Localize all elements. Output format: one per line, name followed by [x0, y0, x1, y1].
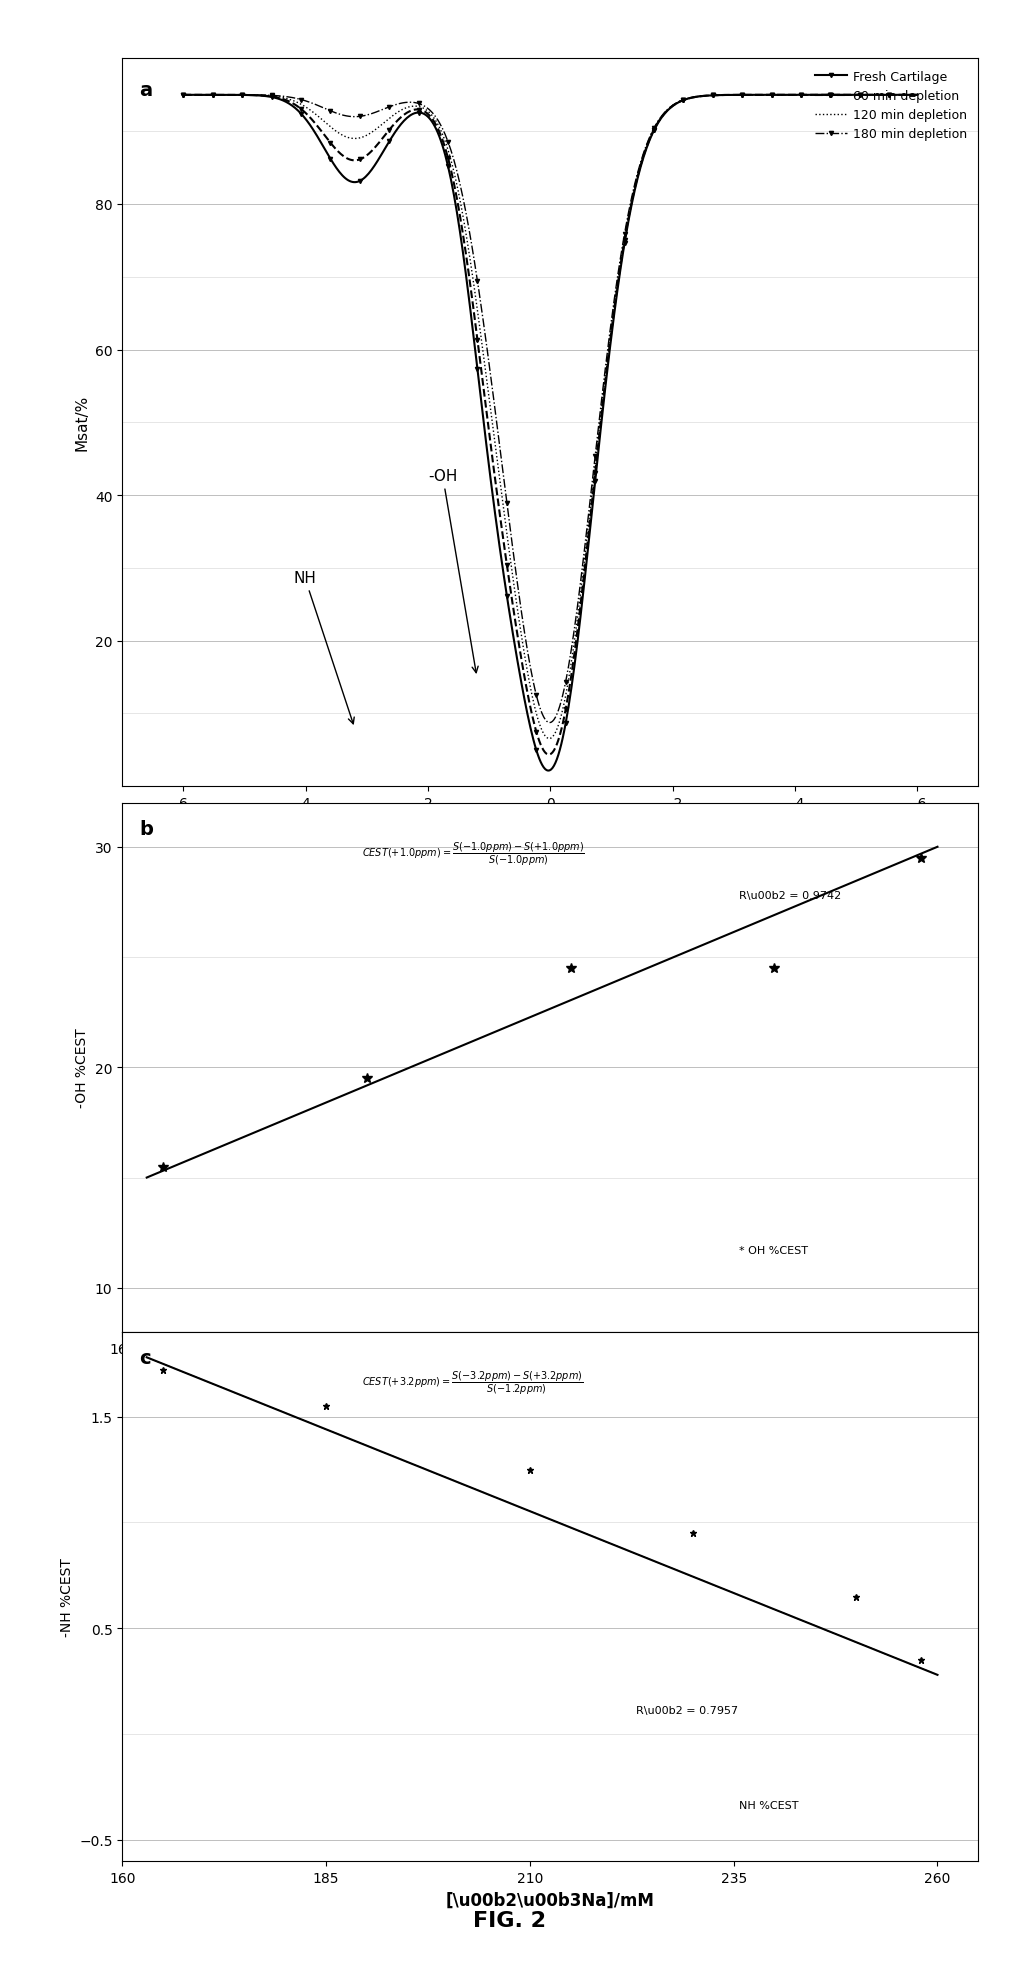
Fresh Cartilage — [895, 83, 907, 107]
Text: a: a — [140, 81, 153, 101]
Fresh Cartilage — [530, 739, 542, 762]
Fresh Cartilage — [781, 83, 793, 107]
60 min depletion — [908, 83, 920, 107]
180 min depletion — [177, 83, 190, 107]
Text: R\u00b2 = 0.7957: R\u00b2 = 0.7957 — [636, 1705, 738, 1715]
Line: 120 min depletion: 120 min depletion — [183, 95, 917, 739]
120 min depletion — [576, 570, 588, 594]
120 min depletion — [177, 83, 190, 107]
180 min depletion — [526, 663, 538, 687]
60 min depletion — [781, 83, 793, 107]
180 min depletion — [781, 83, 793, 107]
Fresh Cartilage — [911, 83, 923, 107]
120 min depletion — [615, 244, 628, 267]
Text: FIG. 2: FIG. 2 — [473, 1911, 546, 1930]
Fresh Cartilage — [615, 251, 628, 275]
Fresh Cartilage — [908, 83, 920, 107]
Text: $CEST(+1.0ppm) = \dfrac{S(-1.0ppm) - S(+1.0ppm)}{S(-1.0ppm)}$: $CEST(+1.0ppm) = \dfrac{S(-1.0ppm) - S(+… — [362, 840, 585, 867]
120 min depletion — [908, 83, 920, 107]
Fresh Cartilage — [177, 83, 190, 107]
X-axis label: Chemical Shift/ppm: Chemical Shift/ppm — [459, 816, 642, 834]
Y-axis label: -OH %CEST: -OH %CEST — [75, 1028, 90, 1107]
60 min depletion — [526, 703, 538, 727]
120 min depletion — [530, 703, 542, 727]
X-axis label: [\u00b2\u00b3Na]/mM: [\u00b2\u00b3Na]/mM — [446, 1891, 654, 1909]
180 min depletion — [911, 83, 923, 107]
180 min depletion — [530, 683, 542, 707]
Text: b: b — [140, 820, 153, 838]
120 min depletion — [781, 83, 793, 107]
Text: R\u00b2 = 0.9742: R\u00b2 = 0.9742 — [739, 891, 841, 901]
60 min depletion — [543, 742, 555, 766]
Line: Fresh Cartilage: Fresh Cartilage — [181, 93, 919, 774]
X-axis label: [\u00b2\u00b3Na]/mM: [\u00b2\u00b3Na]/mM — [446, 1362, 654, 1380]
180 min depletion — [615, 240, 628, 263]
60 min depletion — [177, 83, 190, 107]
180 min depletion — [543, 711, 555, 735]
180 min depletion — [908, 83, 920, 107]
Text: $CEST(+3.2ppm) = \dfrac{S(-3.2ppm) - S(+3.2ppm)}{S(-1.2ppm)}$: $CEST(+3.2ppm) = \dfrac{S(-3.2ppm) - S(+… — [362, 1370, 583, 1396]
60 min depletion — [576, 582, 588, 606]
Fresh Cartilage — [576, 594, 588, 618]
Fresh Cartilage — [526, 723, 538, 746]
120 min depletion — [526, 683, 538, 707]
Text: * OH %CEST: * OH %CEST — [739, 1245, 808, 1255]
Text: c: c — [140, 1348, 151, 1366]
180 min depletion — [576, 560, 588, 584]
Legend: Fresh Cartilage, 60 min depletion, 120 min depletion, 180 min depletion: Fresh Cartilage, 60 min depletion, 120 m… — [810, 65, 972, 147]
Text: -OH: -OH — [428, 469, 478, 673]
Text: NH %CEST: NH %CEST — [739, 1800, 798, 1810]
60 min depletion — [895, 83, 907, 107]
120 min depletion — [895, 83, 907, 107]
Line: 60 min depletion: 60 min depletion — [181, 93, 919, 756]
60 min depletion — [615, 248, 628, 271]
Y-axis label: -NH %CEST: -NH %CEST — [59, 1558, 73, 1635]
120 min depletion — [543, 727, 555, 750]
Fresh Cartilage — [542, 758, 554, 782]
Y-axis label: Msat/%: Msat/% — [74, 394, 90, 451]
180 min depletion — [895, 83, 907, 107]
60 min depletion — [530, 721, 542, 744]
Text: NH: NH — [293, 570, 355, 725]
120 min depletion — [911, 83, 923, 107]
60 min depletion — [911, 83, 923, 107]
Line: 180 min depletion: 180 min depletion — [181, 93, 919, 725]
